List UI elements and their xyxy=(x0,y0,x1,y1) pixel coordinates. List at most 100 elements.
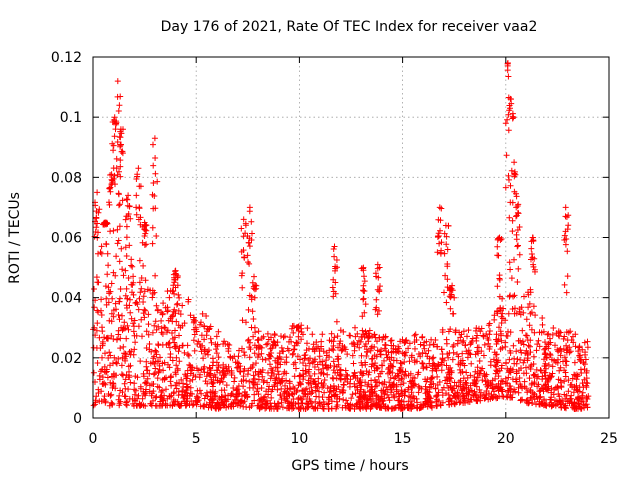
data-point xyxy=(311,348,318,355)
data-point xyxy=(465,386,472,393)
data-point xyxy=(496,234,503,241)
data-point xyxy=(264,398,270,404)
data-point xyxy=(378,393,385,400)
data-point xyxy=(173,318,180,325)
data-point xyxy=(544,385,551,392)
data-point xyxy=(288,325,295,332)
data-point xyxy=(541,356,547,363)
data-point xyxy=(518,340,525,346)
data-point xyxy=(135,216,142,223)
data-point xyxy=(465,391,472,398)
data-point xyxy=(351,341,358,348)
data-point xyxy=(334,402,341,408)
data-point xyxy=(583,379,590,386)
data-point xyxy=(523,316,530,323)
data-point xyxy=(562,241,569,248)
data-point xyxy=(244,393,250,400)
data-point xyxy=(373,382,380,389)
data-point xyxy=(419,360,426,366)
data-point xyxy=(387,337,394,344)
data-point xyxy=(99,380,106,387)
data-point xyxy=(491,391,498,398)
data-point xyxy=(474,348,481,355)
data-point xyxy=(506,259,513,266)
data-point xyxy=(568,400,575,407)
data-point xyxy=(526,300,533,307)
data-point xyxy=(94,279,101,286)
data-point xyxy=(547,352,554,359)
data-point xyxy=(373,273,380,280)
data-point xyxy=(120,272,127,279)
data-point xyxy=(113,155,120,162)
data-point xyxy=(457,383,464,390)
data-point xyxy=(405,345,412,352)
data-point xyxy=(130,320,137,327)
data-point xyxy=(96,334,103,341)
data-point xyxy=(377,351,384,358)
data-point xyxy=(200,365,207,372)
data-point xyxy=(272,403,279,410)
data-point xyxy=(549,331,556,338)
data-point xyxy=(255,402,262,409)
data-point xyxy=(460,328,467,335)
data-point xyxy=(517,381,524,388)
data-point xyxy=(434,382,441,388)
data-point xyxy=(201,395,208,402)
data-point xyxy=(332,290,339,297)
data-point xyxy=(205,326,212,333)
data-point xyxy=(329,346,335,352)
data-point xyxy=(225,396,231,403)
data-point xyxy=(270,338,277,345)
data-point xyxy=(570,333,576,340)
data-point xyxy=(297,356,303,363)
data-point xyxy=(251,273,257,280)
data-point xyxy=(197,371,203,378)
data-point xyxy=(152,170,159,177)
data-point xyxy=(397,405,404,412)
data-point xyxy=(304,340,310,347)
data-point xyxy=(139,395,146,402)
data-point xyxy=(539,315,546,321)
data-point xyxy=(496,324,502,331)
data-point xyxy=(208,339,215,346)
data-point xyxy=(147,400,154,407)
data-point xyxy=(290,350,297,357)
data-point xyxy=(181,349,188,356)
data-point xyxy=(565,377,572,384)
data-point xyxy=(579,346,586,353)
data-point xyxy=(149,294,156,301)
data-point xyxy=(303,370,310,377)
data-point xyxy=(248,324,255,331)
data-point xyxy=(221,367,227,374)
data-point xyxy=(521,293,527,300)
data-point xyxy=(117,387,124,394)
data-point xyxy=(136,257,143,264)
data-point xyxy=(410,382,417,389)
data-point xyxy=(286,380,293,387)
data-point xyxy=(467,382,474,389)
data-point xyxy=(130,273,137,280)
data-point xyxy=(177,311,184,318)
data-point xyxy=(189,376,196,383)
data-point xyxy=(374,347,381,354)
data-point xyxy=(362,379,369,386)
data-point xyxy=(514,279,521,285)
data-point xyxy=(357,386,364,393)
data-point xyxy=(94,189,101,196)
data-point xyxy=(98,296,105,303)
data-point xyxy=(256,397,263,404)
data-point xyxy=(365,330,372,337)
data-point xyxy=(201,403,208,410)
data-point xyxy=(495,336,502,343)
data-point xyxy=(149,290,156,297)
data-point xyxy=(250,283,257,290)
data-point xyxy=(394,348,401,354)
data-point xyxy=(407,402,414,408)
data-point xyxy=(390,342,397,349)
data-point xyxy=(293,340,300,347)
data-point xyxy=(412,345,418,352)
data-point xyxy=(505,73,512,80)
data-point xyxy=(449,356,456,363)
data-point xyxy=(142,392,149,399)
y-tick-labels: 0 0.02 0.04 0.06 0.08 0.1 0.12 xyxy=(51,50,82,427)
